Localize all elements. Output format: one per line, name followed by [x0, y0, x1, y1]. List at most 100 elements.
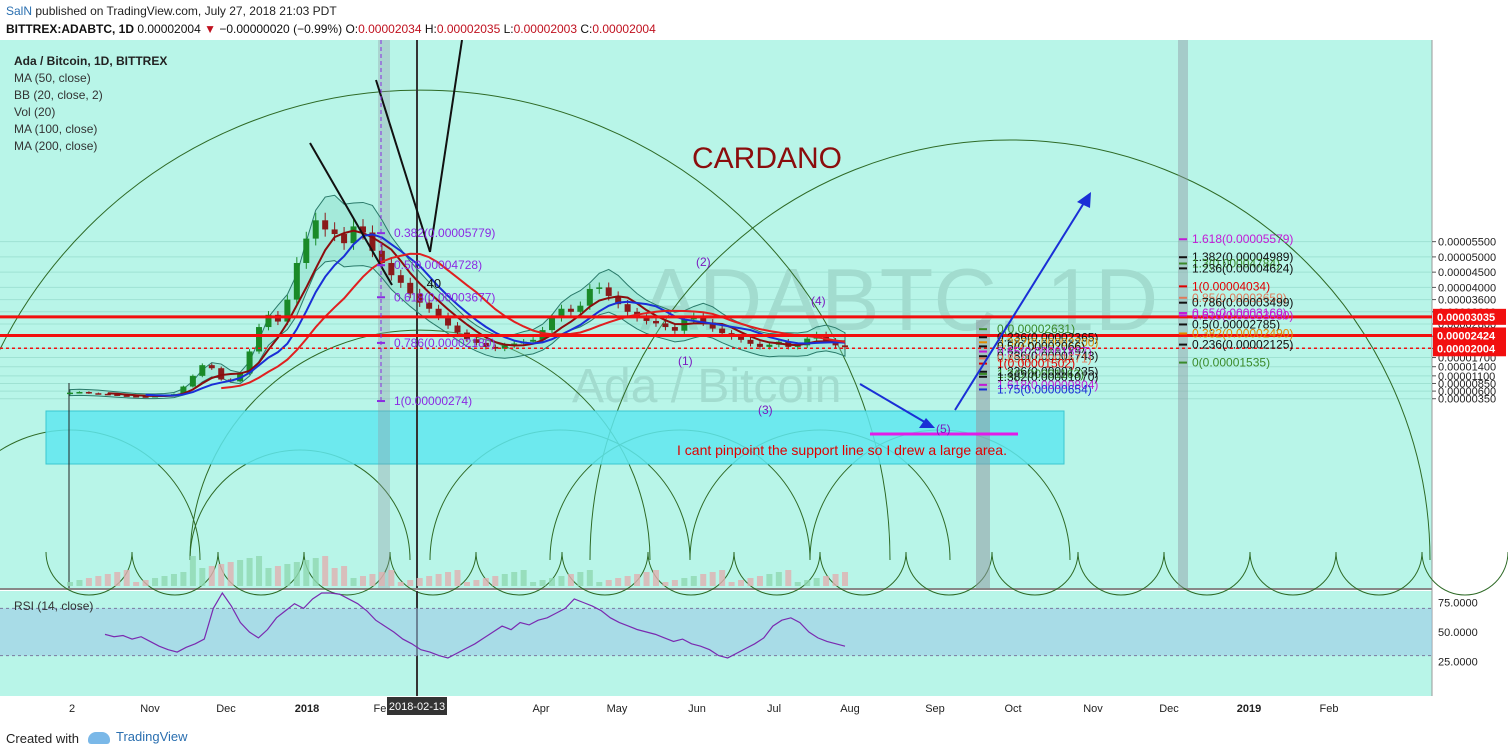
volume-bar: [813, 578, 820, 586]
candle-body[interactable]: [369, 232, 376, 251]
candle-body[interactable]: [246, 351, 253, 374]
candle-body[interactable]: [615, 295, 622, 305]
candle-body[interactable]: [416, 293, 423, 303]
time-axis[interactable]: 2 Nov Dec 2018 Feb 2018-02-13 Apr May Jun Jul Aug S…: [69, 697, 1339, 715]
candle-body[interactable]: [719, 328, 726, 334]
candle-body[interactable]: [492, 346, 499, 349]
candle-body[interactable]: [265, 314, 272, 328]
legend-item-ma100[interactable]: MA (100, close): [14, 122, 98, 136]
candle-body[interactable]: [794, 345, 801, 347]
candle-body[interactable]: [662, 323, 669, 328]
candle-body[interactable]: [501, 345, 508, 349]
candle-body[interactable]: [435, 308, 442, 317]
candle-body[interactable]: [341, 234, 348, 244]
volume-bar: [274, 566, 281, 586]
candle-body[interactable]: [605, 287, 612, 296]
candle-body[interactable]: [388, 263, 395, 276]
candle-body[interactable]: [426, 302, 433, 309]
candle-body[interactable]: [76, 392, 83, 394]
volume-bar: [520, 570, 527, 586]
legend-item-ma50[interactable]: MA (50, close): [14, 71, 91, 85]
candle-body[interactable]: [114, 394, 121, 396]
time-tick-label: Apr: [532, 703, 549, 715]
candle-body[interactable]: [322, 220, 329, 230]
tradingview-link[interactable]: TradingView: [88, 729, 188, 744]
candle-body[interactable]: [445, 316, 452, 326]
candle-body[interactable]: [350, 226, 357, 244]
trendline[interactable]: [309, 142, 393, 286]
legend-item-bb[interactable]: BB (20, close, 2): [14, 88, 103, 102]
candle-body[interactable]: [208, 365, 215, 369]
candle-body[interactable]: [596, 287, 603, 289]
fib-label: 0.618(0.00003677): [394, 290, 495, 304]
candle-body[interactable]: [331, 229, 338, 235]
candle-body[interactable]: [747, 339, 754, 344]
horizontal-lines[interactable]: [0, 315, 1432, 350]
candle-body[interactable]: [67, 392, 73, 395]
candle-body[interactable]: [530, 339, 537, 342]
volume-bar: [293, 562, 300, 586]
candle-body[interactable]: [558, 308, 565, 318]
candle-body[interactable]: [511, 343, 518, 346]
fib-label: 1.382(0.00004989): [1192, 250, 1293, 264]
rsi-indicator[interactable]: 75.0000 50.0000 25.0000: [0, 591, 1478, 669]
candle-body[interactable]: [766, 344, 773, 347]
projection-arrows[interactable]: [859, 192, 1091, 436]
candle-body[interactable]: [671, 327, 678, 331]
candle-body[interactable]: [454, 325, 461, 333]
wave-3-label: (3): [758, 403, 773, 417]
candle-body[interactable]: [549, 317, 556, 331]
author-link[interactable]: SalN: [6, 4, 33, 18]
fib-label: 0.5(0.00002785): [1192, 317, 1280, 331]
candle-body[interactable]: [284, 299, 291, 322]
candle-body[interactable]: [256, 327, 263, 352]
volume-bar: [388, 570, 395, 586]
candle-body[interactable]: [823, 334, 830, 341]
price-badge-label: 0.00003035: [1437, 312, 1495, 324]
candle-body[interactable]: [303, 238, 310, 263]
volume-bar: [331, 568, 338, 586]
candle-body[interactable]: [359, 226, 366, 233]
candle-body[interactable]: [842, 345, 848, 348]
candle-body[interactable]: [312, 220, 319, 239]
candle-body[interactable]: [293, 263, 300, 300]
tradingview-brand: TradingView: [116, 729, 188, 744]
legend-item-vol[interactable]: Vol (20): [14, 105, 56, 119]
fib-label: 0.382(0.00002200): [997, 335, 1098, 349]
candle-body[interactable]: [643, 317, 650, 321]
candle-body[interactable]: [142, 396, 149, 398]
candle-body[interactable]: [180, 386, 187, 395]
low-label: L:: [503, 22, 514, 36]
candle-body[interactable]: [756, 343, 763, 347]
candle-body[interactable]: [473, 339, 480, 343]
candle-body[interactable]: [199, 365, 206, 376]
candle-body[interactable]: [624, 304, 631, 312]
candle-body[interactable]: [95, 393, 102, 395]
candle-body[interactable]: [482, 342, 489, 347]
candle-body[interactable]: [700, 316, 707, 323]
candle-body[interactable]: [133, 395, 140, 398]
candle-body[interactable]: [378, 250, 385, 263]
candle-body[interactable]: [709, 322, 716, 329]
candle-body[interactable]: [567, 308, 574, 312]
candle-body[interactable]: [123, 395, 130, 397]
candle-body[interactable]: [407, 282, 414, 294]
fib-label: 1(0.00004034): [1192, 279, 1270, 293]
candle-body[interactable]: [189, 375, 196, 387]
candle-body[interactable]: [652, 320, 659, 324]
candle-body[interactable]: [85, 392, 92, 394]
candle-body[interactable]: [804, 338, 811, 346]
volume-bar: [766, 574, 773, 586]
candle-body[interactable]: [577, 305, 584, 312]
candle-body[interactable]: [397, 275, 404, 283]
price-tick-label: 0.00004000: [1438, 282, 1496, 294]
support-zone[interactable]: [45, 410, 1065, 465]
candle-body[interactable]: [586, 288, 593, 306]
candle-body[interactable]: [218, 368, 225, 380]
candle-body[interactable]: [738, 336, 745, 340]
candle-body[interactable]: [104, 393, 111, 396]
chart-area[interactable]: ADABTC, 1D Ada / Bitcoin 0.382(0.0000577…: [0, 40, 1508, 723]
point-40-label: .40: [423, 276, 441, 291]
legend-item-ma200[interactable]: MA (200, close): [14, 139, 98, 153]
volume-bar: [549, 578, 556, 586]
